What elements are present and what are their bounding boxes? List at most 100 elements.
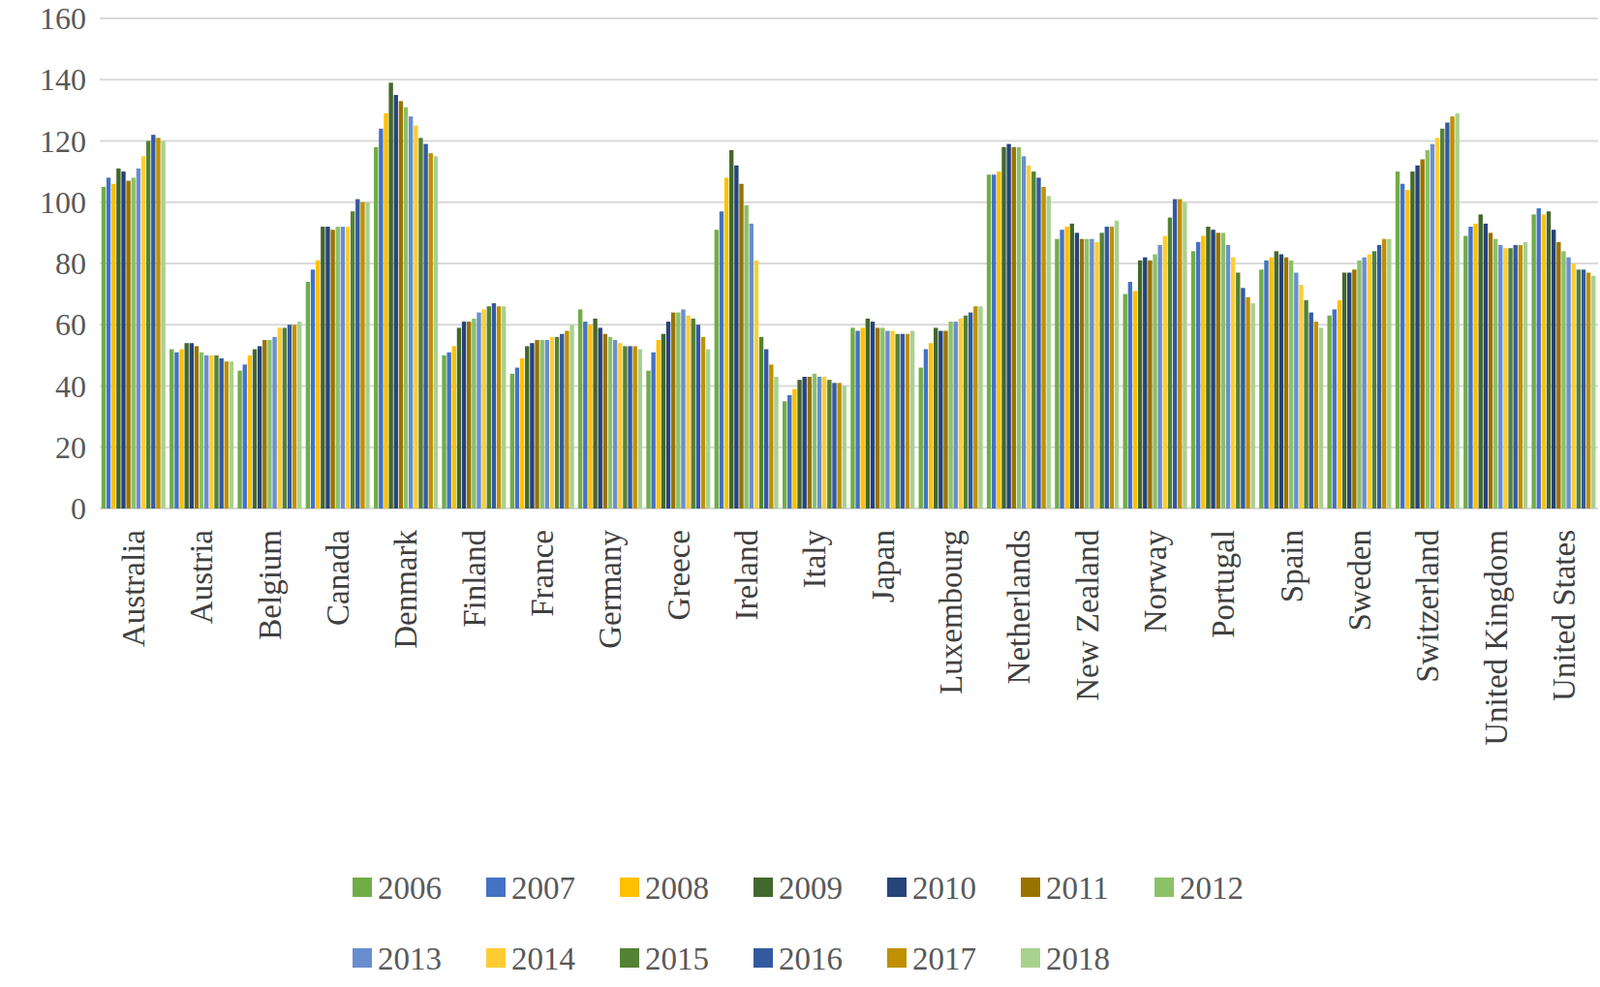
bar: [492, 303, 496, 509]
grid-line: [99, 201, 1599, 204]
bar: [524, 345, 529, 509]
bar: [534, 339, 539, 509]
bar: [1498, 245, 1503, 509]
bar: [875, 327, 880, 509]
bar: [1147, 260, 1152, 509]
bar: [174, 352, 179, 509]
bar: [583, 321, 587, 509]
bar: [627, 345, 632, 509]
bar: [817, 376, 822, 509]
bar: [855, 331, 860, 509]
bar: [706, 349, 710, 509]
bar: [510, 373, 515, 509]
bar: [1200, 236, 1205, 509]
bar: [973, 306, 978, 509]
bar: [1016, 147, 1021, 509]
bar: [1177, 199, 1182, 509]
bar: [1483, 223, 1488, 509]
bar: [1488, 232, 1493, 509]
bar: [1221, 232, 1226, 509]
bar: [1075, 232, 1079, 509]
bar: [559, 334, 564, 509]
bar: [457, 327, 462, 509]
bar: [991, 174, 996, 509]
x-tick-label: Australia: [116, 529, 152, 647]
legend-label: 2012: [1179, 870, 1244, 906]
bar: [1036, 177, 1041, 509]
legend-label: 2010: [912, 870, 977, 906]
bar: [1070, 223, 1075, 509]
bar: [151, 134, 155, 509]
bar: [923, 349, 928, 509]
bar: [724, 177, 729, 509]
bar: [792, 389, 797, 509]
bar: [797, 379, 801, 509]
bar: [131, 177, 136, 509]
bar: [282, 327, 287, 509]
bar: [885, 331, 890, 509]
bar: [539, 339, 544, 509]
legend-label: 2013: [377, 941, 442, 977]
bar: [1377, 245, 1382, 509]
bar: [373, 147, 378, 509]
bar: [895, 334, 900, 509]
x-tick-label: Sweden: [1342, 529, 1378, 631]
bar: [617, 342, 622, 509]
bar: [1099, 232, 1104, 509]
bar: [948, 321, 953, 509]
bar: [986, 174, 991, 509]
bar: [928, 342, 933, 509]
bar: [520, 358, 524, 509]
bar: [578, 308, 583, 509]
bar: [671, 312, 676, 509]
bar: [696, 324, 701, 509]
bar: [496, 306, 501, 509]
bar: [831, 382, 836, 509]
bar: [1415, 165, 1419, 509]
bar: [1410, 171, 1415, 509]
bar: [315, 260, 320, 509]
bar: [116, 168, 121, 509]
bar: [1094, 242, 1099, 509]
y-tick-label: 40: [55, 369, 87, 404]
bar: [1445, 123, 1449, 509]
legend-label: 2008: [645, 870, 709, 906]
bar: [1342, 272, 1347, 509]
bar: [1449, 116, 1454, 509]
bar: [633, 345, 638, 509]
x-tick-label: Belgium: [252, 529, 288, 641]
bar: [423, 144, 428, 509]
bar: [564, 331, 569, 509]
bar: [680, 308, 685, 509]
x-tick-label: Denmark: [388, 529, 424, 649]
bar: [836, 382, 841, 509]
bar: [769, 364, 773, 509]
bar: [1473, 223, 1477, 509]
bar: [247, 355, 252, 509]
bar: [1468, 226, 1473, 509]
bar: [764, 349, 769, 509]
legend-swatch: [1020, 948, 1041, 968]
bar: [1352, 269, 1356, 509]
bar: [676, 312, 680, 509]
bar: [1546, 211, 1551, 509]
bar: [1026, 165, 1031, 509]
bar: [890, 331, 894, 509]
bar: [1021, 155, 1026, 509]
legend-swatch: [619, 948, 640, 968]
bar: [729, 150, 734, 509]
x-tick-label: France: [524, 529, 560, 617]
bar: [1361, 257, 1366, 509]
bar: [125, 181, 130, 509]
bar: [1507, 247, 1512, 509]
legend-swatch: [486, 948, 506, 968]
bar: [1531, 214, 1536, 509]
bar: [169, 349, 174, 509]
bar: [1386, 239, 1391, 509]
bar: [1152, 254, 1157, 509]
x-tick-label: Greece: [661, 529, 697, 620]
bar: [1210, 229, 1215, 509]
bar: [827, 379, 831, 509]
bar: [773, 376, 778, 509]
bar: [515, 368, 520, 509]
